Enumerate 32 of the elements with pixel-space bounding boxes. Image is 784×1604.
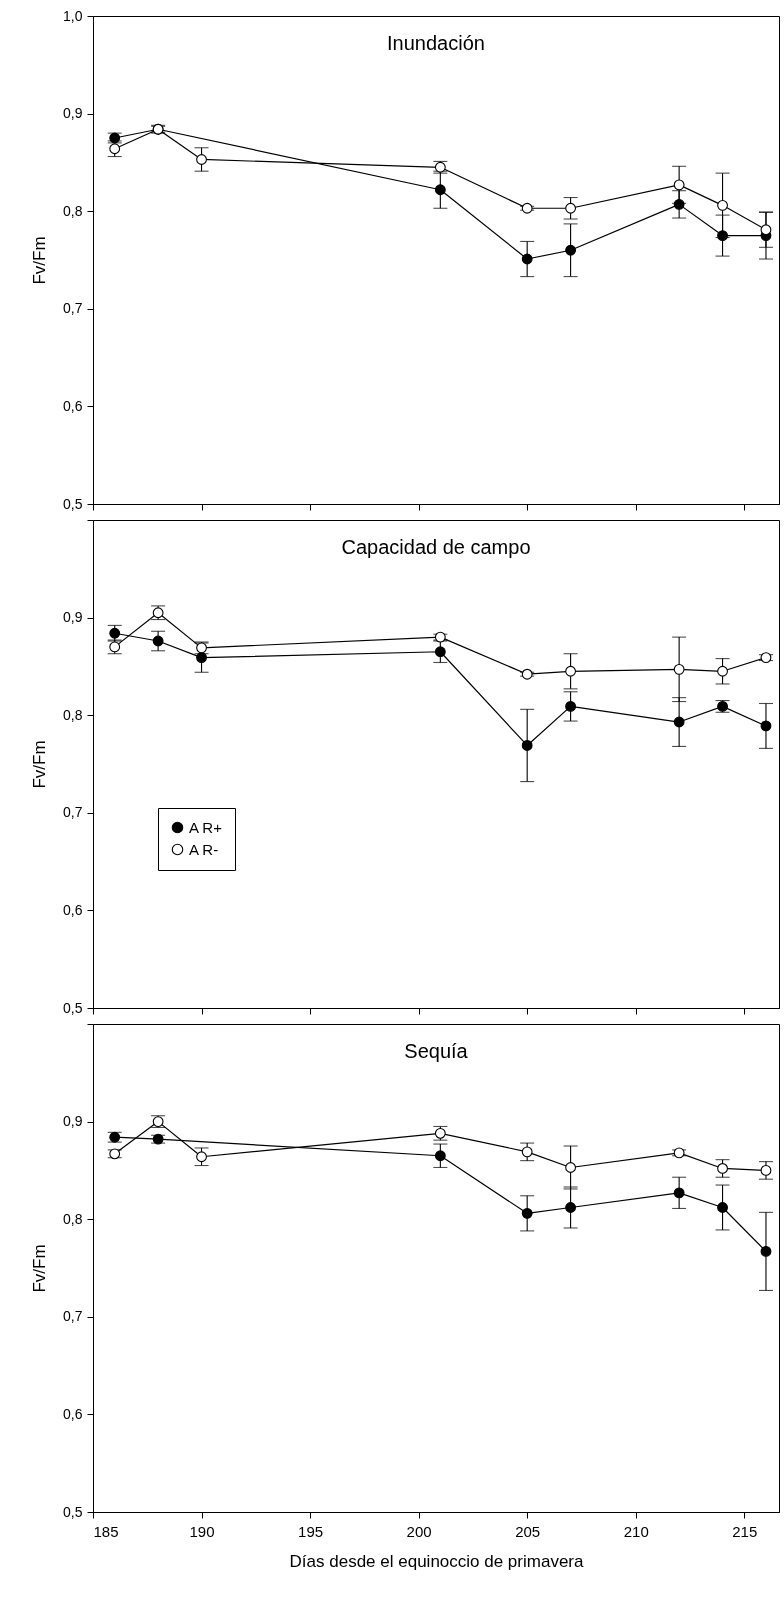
x-axis-title: Días desde el equinoccio de primavera <box>289 1551 584 1571</box>
text: Inundación <box>387 32 485 54</box>
y-axis-title: Fv/Fm <box>30 236 50 285</box>
y-tick-label: 0,9 <box>63 1113 83 1130</box>
x-tick-label: 205 <box>515 1522 541 1540</box>
y-tick-label: 0,9 <box>63 609 83 626</box>
y-tick-label: 0,5 <box>63 495 83 512</box>
y-tick-label: 0,8 <box>63 706 83 723</box>
x-tick-label: 215 <box>732 1522 758 1540</box>
y-tick-label: 0,9 <box>63 105 83 122</box>
x-tick-label: 210 <box>623 1522 649 1540</box>
text: Sequía <box>404 1040 469 1062</box>
y-tick-label: 0,7 <box>63 804 83 821</box>
x-tick-label: 200 <box>406 1522 432 1540</box>
y-tick-label: 0,5 <box>63 1503 83 1520</box>
legend-label: A R+ <box>189 818 223 836</box>
y-tick-label: 0,7 <box>63 1308 83 1325</box>
y-tick-label: 0,6 <box>63 1405 83 1422</box>
y-axis-title: Fv/Fm <box>30 740 50 789</box>
legend-label: A R- <box>189 840 219 858</box>
x-tick-label: 190 <box>189 1522 215 1540</box>
y-tick-label: 0,5 <box>63 999 83 1016</box>
y-tick-label: 0,6 <box>63 901 83 918</box>
y-tick-label: 0,8 <box>63 1210 83 1227</box>
x-tick-label: 195 <box>298 1522 324 1540</box>
y-tick-label: 0,7 <box>63 300 83 317</box>
y-tick-label: 0,8 <box>63 202 83 219</box>
y-tick-label: 1,0 <box>63 7 83 24</box>
y-axis-title: Fv/Fm <box>30 1244 50 1293</box>
text: Capacidad de campo <box>341 536 531 558</box>
x-tick-label: 185 <box>93 1522 119 1540</box>
y-tick-label: 0,6 <box>63 397 83 414</box>
